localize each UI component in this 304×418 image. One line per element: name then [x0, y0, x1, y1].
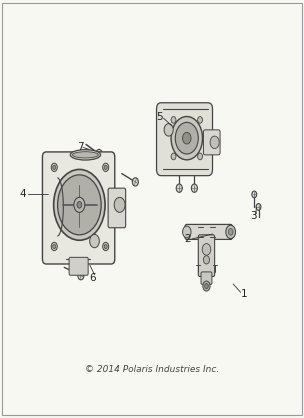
Circle shape: [198, 117, 202, 123]
Circle shape: [202, 244, 211, 255]
FancyBboxPatch shape: [185, 224, 233, 240]
Circle shape: [183, 226, 191, 238]
Circle shape: [256, 204, 261, 210]
Circle shape: [53, 165, 56, 169]
Circle shape: [132, 178, 138, 186]
Ellipse shape: [73, 152, 98, 158]
Circle shape: [53, 245, 56, 249]
FancyBboxPatch shape: [108, 188, 126, 228]
Circle shape: [175, 122, 198, 154]
Circle shape: [114, 197, 125, 212]
Circle shape: [78, 272, 84, 280]
Circle shape: [71, 261, 78, 270]
Text: 7: 7: [77, 143, 83, 152]
Text: 3: 3: [250, 212, 257, 222]
Circle shape: [228, 229, 233, 235]
Circle shape: [205, 283, 208, 288]
Circle shape: [164, 124, 173, 136]
Text: © 2014 Polaris Industries Inc.: © 2014 Polaris Industries Inc.: [85, 365, 219, 374]
Circle shape: [198, 153, 202, 160]
Circle shape: [103, 163, 109, 171]
Circle shape: [77, 201, 82, 208]
Circle shape: [252, 191, 257, 198]
Text: 6: 6: [89, 273, 95, 283]
Text: 4: 4: [19, 189, 26, 199]
Circle shape: [183, 133, 191, 144]
FancyBboxPatch shape: [203, 130, 220, 155]
Circle shape: [90, 234, 99, 248]
Circle shape: [203, 281, 210, 291]
Circle shape: [171, 117, 176, 123]
Circle shape: [191, 184, 197, 192]
Text: 5: 5: [156, 112, 163, 122]
Circle shape: [51, 242, 57, 251]
Circle shape: [74, 197, 85, 212]
Circle shape: [104, 245, 107, 249]
Circle shape: [96, 149, 102, 158]
FancyBboxPatch shape: [69, 257, 88, 275]
Circle shape: [104, 165, 107, 169]
Text: 1: 1: [241, 289, 248, 299]
Ellipse shape: [70, 150, 101, 160]
Circle shape: [103, 242, 109, 251]
Circle shape: [51, 163, 57, 171]
Circle shape: [203, 256, 209, 264]
Text: 2: 2: [185, 234, 191, 244]
FancyBboxPatch shape: [201, 272, 212, 284]
Circle shape: [171, 153, 176, 160]
Circle shape: [171, 117, 202, 160]
Circle shape: [176, 184, 182, 192]
FancyBboxPatch shape: [157, 103, 212, 176]
Circle shape: [226, 225, 236, 239]
Circle shape: [57, 175, 101, 235]
FancyBboxPatch shape: [43, 152, 115, 264]
FancyBboxPatch shape: [198, 235, 215, 276]
Circle shape: [54, 169, 105, 240]
Circle shape: [210, 136, 219, 148]
